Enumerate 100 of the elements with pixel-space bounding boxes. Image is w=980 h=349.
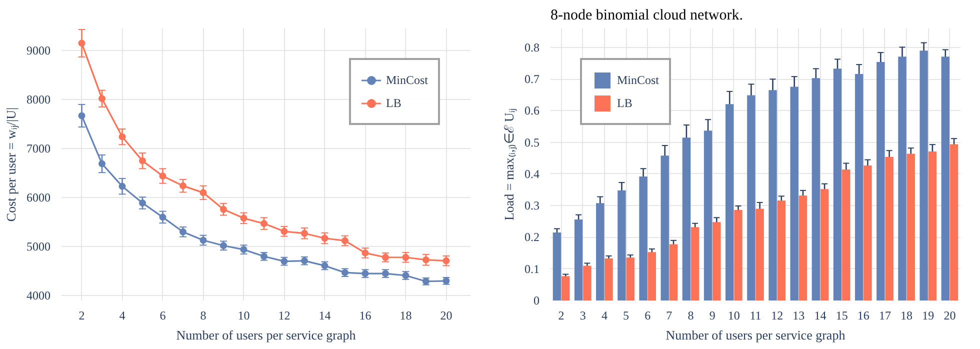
y-tick-label: 6000 [26, 190, 50, 205]
x-tick-label: 16 [857, 308, 870, 322]
x-tick-label: 6 [160, 308, 166, 322]
x-tick-label: 20 [944, 308, 956, 322]
x-tick-label: 20 [440, 308, 452, 322]
x-tick-label: 10 [238, 308, 250, 322]
point [341, 237, 348, 244]
bar [820, 189, 829, 300]
bar [777, 200, 786, 300]
bar [885, 156, 894, 300]
bar [790, 86, 798, 300]
bar [639, 176, 648, 300]
x-tick-label: 8 [688, 308, 694, 322]
x-tick-label: 4 [119, 308, 126, 322]
x-tick-label: 9 [709, 308, 716, 322]
x-tick-label: 18 [400, 308, 412, 322]
point [402, 254, 410, 261]
point [260, 220, 268, 228]
bar [669, 244, 678, 300]
x-tick-label: 19 [922, 308, 934, 322]
x-tick-label: 7 [666, 308, 672, 322]
bar [920, 50, 928, 300]
bar [734, 210, 742, 300]
point [98, 160, 106, 168]
x-axis-title: Number of users per service graph [176, 328, 356, 342]
bar [690, 227, 700, 300]
bar [898, 56, 906, 300]
x-tick-label: 8 [200, 308, 206, 322]
x-tick-label: 12 [278, 308, 290, 322]
x-tick-label: 16 [359, 308, 372, 322]
bar [950, 144, 958, 300]
y-tick-label: 0.4 [524, 166, 540, 181]
x-tick-label: 18 [900, 308, 913, 322]
bar [854, 74, 864, 300]
point [98, 95, 106, 102]
bar [704, 130, 712, 300]
y-tick-label: 8000 [26, 92, 50, 107]
y-tick-label: 9000 [26, 44, 50, 58]
point [220, 206, 227, 213]
legend-label: MinCost [386, 72, 428, 88]
point [321, 234, 328, 242]
y-tick-label: 0 [534, 294, 540, 308]
point [118, 182, 126, 190]
point [200, 236, 207, 244]
point [300, 230, 308, 237]
y-tick-label: 5000 [26, 240, 50, 254]
y-tick-label: 7000 [26, 142, 50, 156]
bar [618, 190, 626, 300]
x-tick-label: 14 [318, 308, 331, 322]
x-tick-label: 17 [878, 308, 891, 322]
x-tick-label: 2 [78, 308, 85, 322]
bar [876, 62, 885, 300]
point [78, 112, 86, 120]
bar [864, 165, 872, 300]
bar [604, 258, 613, 300]
x-tick-label: 13 [792, 308, 805, 322]
point [78, 40, 86, 47]
y-tick-label: 0.3 [524, 198, 540, 213]
y-axis-title: Cost per user = wᵢⱼ/|U| [4, 107, 20, 222]
y-tick-label: 0.2 [524, 230, 540, 244]
point [442, 257, 450, 264]
point [179, 182, 186, 190]
x-tick-label: 2 [558, 308, 564, 322]
bar [747, 95, 756, 300]
x-tick-label: 3 [580, 308, 586, 322]
bar [756, 208, 764, 300]
point [422, 256, 430, 264]
bar [941, 56, 950, 300]
bar [812, 78, 820, 300]
bar [648, 252, 656, 300]
point [159, 172, 166, 180]
x-tick-label: 14 [814, 308, 826, 322]
x-tick-label: 6 [644, 308, 651, 322]
point [200, 189, 207, 196]
bar [583, 266, 592, 300]
bar [596, 203, 604, 300]
text: 8-node binomial cloud network. [550, 8, 743, 24]
point [240, 246, 248, 254]
x-tick-label: 11 [750, 308, 762, 322]
bar [712, 222, 721, 300]
bar [682, 138, 691, 300]
y-axis-title: Load = max₍ᵢ,ⱼ₎∈ℰ Uᵢⱼ [502, 108, 518, 221]
y-tick-label: 0.7 [524, 72, 540, 86]
bar [842, 170, 850, 300]
legend-label: MinCost [617, 72, 660, 88]
y-tick-label: 0.5 [524, 135, 540, 150]
bar [798, 195, 808, 300]
point [159, 214, 166, 221]
legend-label: LB [386, 96, 402, 110]
bar [833, 68, 842, 300]
y-tick-label: 4000 [26, 288, 50, 303]
x-tick-label: 10 [728, 308, 740, 322]
x-tick-label: 5 [623, 308, 630, 322]
point [138, 157, 146, 164]
legend-label: LB [617, 96, 634, 110]
bar [626, 257, 634, 300]
bar [768, 90, 777, 300]
x-tick-label: 4 [601, 308, 608, 322]
point [118, 133, 126, 140]
bar [906, 154, 915, 300]
